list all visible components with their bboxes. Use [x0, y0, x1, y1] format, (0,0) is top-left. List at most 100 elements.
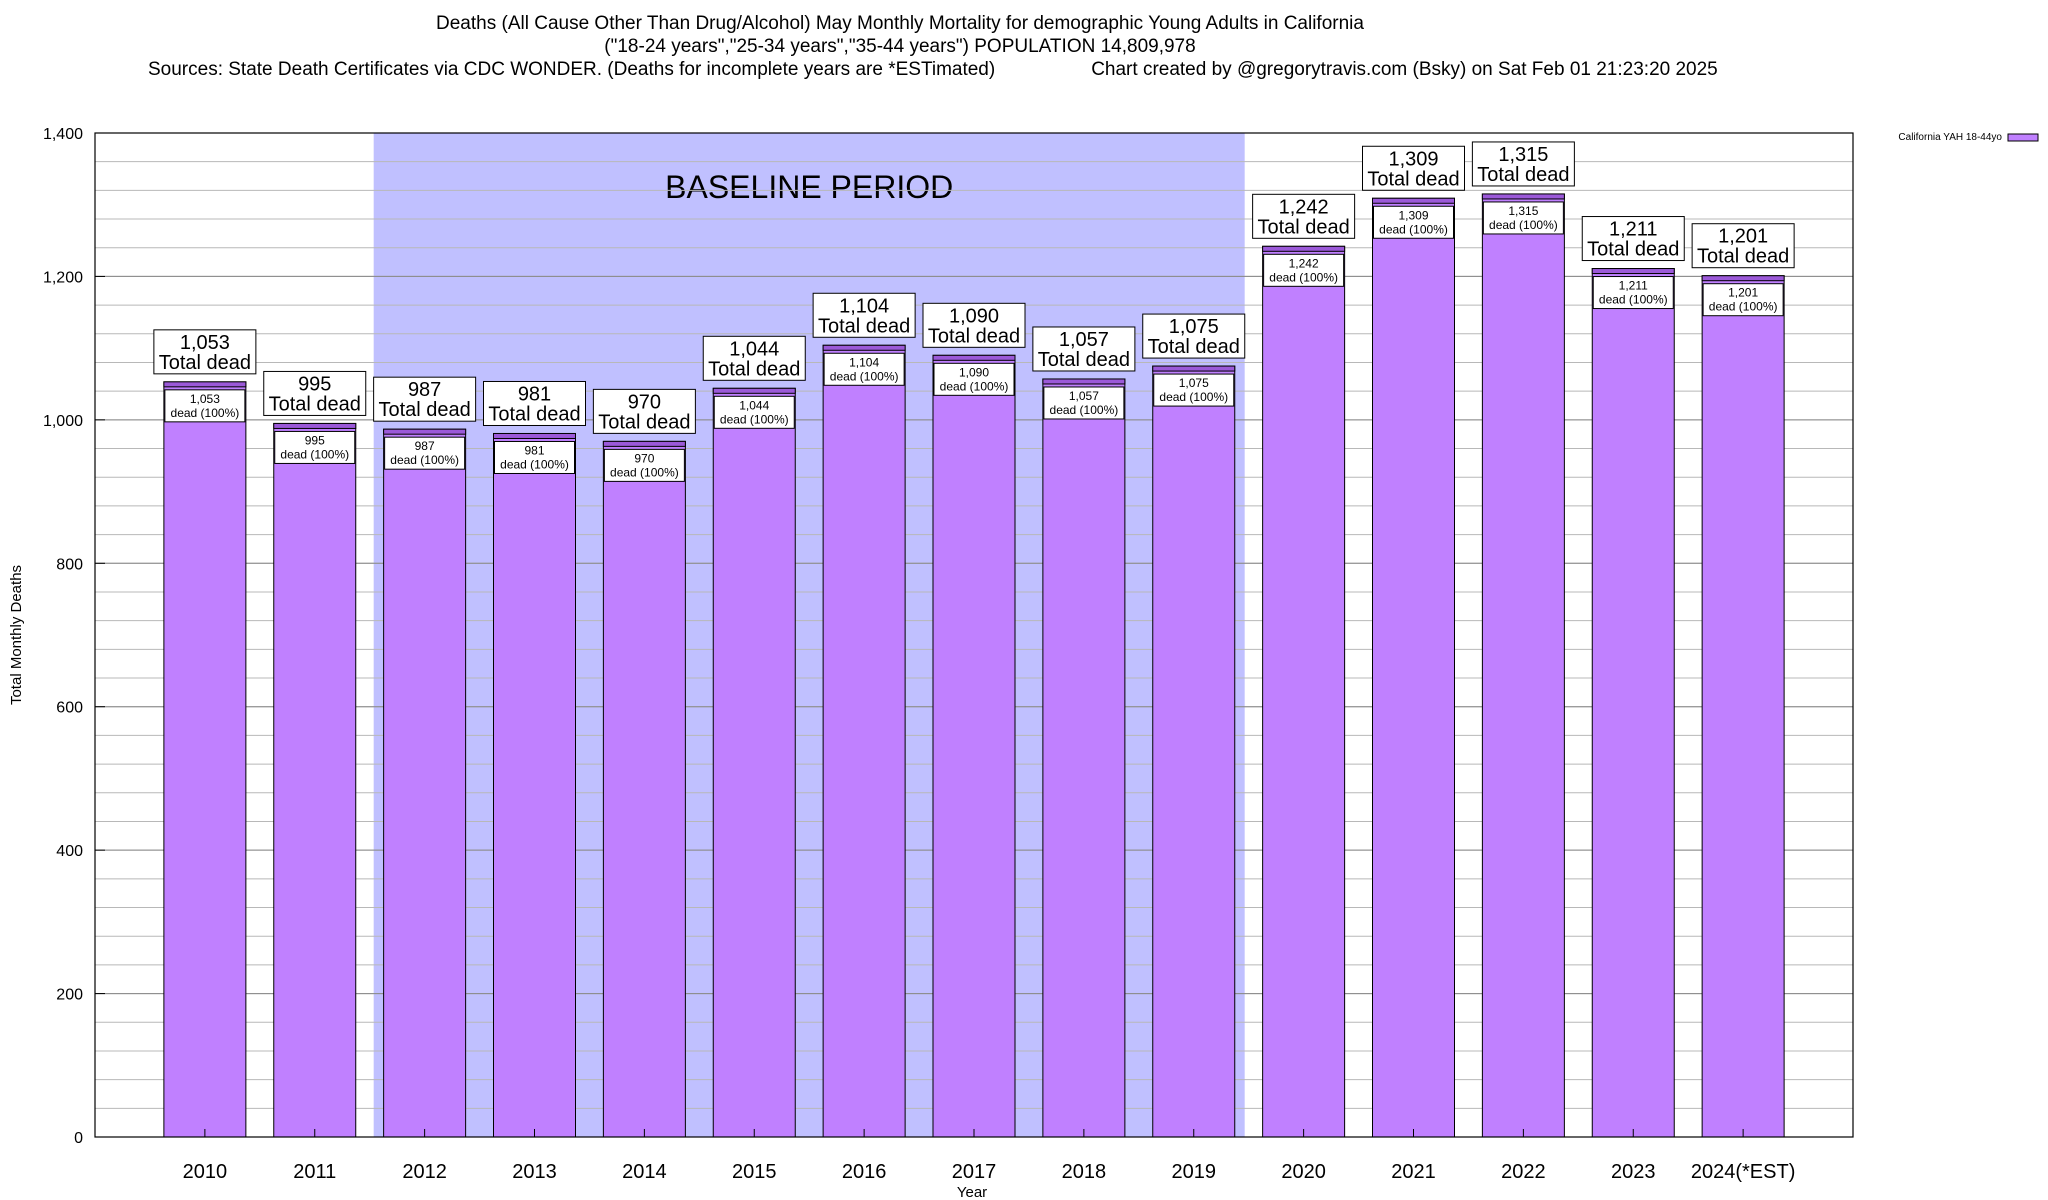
inner-percent-label: dead (100%) [1269, 270, 1338, 284]
inner-value-label: 1,242 [1289, 256, 1319, 270]
inner-percent-label: dead (100%) [610, 465, 679, 479]
inner-value-label: 1,309 [1398, 208, 1428, 222]
x-tick-label: 2016 [842, 1161, 887, 1183]
inner-label-box [384, 436, 466, 470]
inner-percent-label: dead (100%) [830, 369, 899, 383]
bar-top-segment [932, 354, 1016, 361]
total-value-label: 987 [408, 379, 441, 401]
legend-label: California YAH 18-44yo [1898, 132, 2002, 143]
bar [932, 354, 1016, 1138]
x-axis-label: Year [957, 1184, 987, 1200]
chart-sources: Sources: State Death Certificates via CD… [148, 59, 996, 80]
x-tick-label: 2017 [952, 1161, 997, 1183]
inner-value-label: 987 [415, 439, 435, 453]
chart-subtitle: ("18-24 years","25-34 years","35-44 year… [604, 36, 1196, 57]
x-tick-label: 2012 [402, 1161, 447, 1183]
bar [1042, 378, 1126, 1138]
total-label-box [1691, 223, 1795, 269]
bar [1372, 197, 1455, 1138]
inner-label-box [164, 389, 246, 423]
y-tick-label: 400 [56, 843, 83, 860]
x-tick-label: 2011 [293, 1161, 336, 1183]
total-value-label: 1,104 [839, 295, 889, 317]
x-tick-label: 2014 [622, 1161, 667, 1183]
total-suffix-label: Total dead [818, 315, 910, 337]
bar [602, 440, 686, 1138]
y-tick-label: 600 [56, 700, 83, 717]
x-tick-label: 2015 [732, 1161, 777, 1183]
x-tick-label: 2013 [512, 1161, 557, 1183]
total-value-label: 1,044 [729, 338, 779, 360]
total-label-box [1581, 216, 1685, 262]
bar [1152, 365, 1236, 1138]
total-label-box [592, 388, 696, 434]
total-suffix-label: Total dead [1587, 239, 1679, 261]
y-tick-label: 1,200 [43, 269, 83, 286]
total-suffix-label: Total dead [928, 325, 1020, 347]
bar-top-segment [712, 387, 796, 394]
y-axis-label: Total Monthly Deaths [8, 565, 25, 705]
bar-top-segment [493, 432, 576, 439]
x-tick-label: 2018 [1062, 1161, 1107, 1183]
inner-value-label: 1,075 [1179, 376, 1209, 390]
bar [1701, 275, 1785, 1138]
bar-top-segment [1481, 193, 1565, 200]
total-suffix-label: Total dead [1367, 168, 1459, 190]
inner-label-box [274, 430, 356, 464]
total-suffix-label: Total dead [1257, 216, 1349, 238]
bar-top-segment [822, 344, 906, 351]
total-label-box [373, 376, 477, 422]
bar [493, 432, 576, 1138]
bar-top-segment [1372, 197, 1455, 204]
total-suffix-label: Total dead [378, 399, 470, 421]
x-tick-label: 2010 [183, 1161, 228, 1183]
y-tick-label: 1,000 [43, 413, 83, 430]
total-suffix-label: Total dead [1477, 164, 1569, 186]
inner-label-box [823, 352, 905, 386]
total-suffix-label: Total dead [1148, 336, 1240, 358]
total-value-label: 995 [298, 373, 331, 395]
bar [1262, 245, 1346, 1138]
total-label-box [1471, 141, 1575, 187]
total-value-label: 1,315 [1498, 144, 1548, 166]
inner-percent-label: dead (100%) [1489, 218, 1558, 232]
y-tick-label: 200 [56, 987, 83, 1004]
bar-top-segment [383, 428, 467, 435]
x-tick-label: 2024(*EST) [1691, 1161, 1796, 1183]
total-value-label: 981 [518, 383, 551, 405]
chart-title: Deaths (All Cause Other Than Drug/Alcoho… [436, 13, 1364, 34]
inner-label-box [1153, 373, 1235, 407]
total-suffix-label: Total dead [1038, 349, 1130, 371]
total-suffix-label: Total dead [1697, 246, 1789, 268]
x-tick-label: 2021 [1391, 1161, 1436, 1183]
bar [1591, 268, 1675, 1138]
inner-value-label: 1,211 [1619, 279, 1648, 293]
x-tick-label: 2023 [1611, 1161, 1656, 1183]
bar-top-segment [1262, 245, 1346, 252]
total-label-box [1142, 313, 1246, 359]
x-tick-label: 2022 [1501, 1161, 1546, 1183]
inner-label-box [1263, 253, 1345, 287]
bar [273, 422, 357, 1138]
inner-label-box [1592, 276, 1674, 310]
total-suffix-label: Total dead [159, 352, 251, 374]
inner-percent-label: dead (100%) [390, 453, 459, 467]
inner-percent-label: dead (100%) [500, 457, 569, 471]
bar-top-segment [602, 440, 686, 447]
total-label-box [922, 302, 1026, 348]
inner-label-box [1043, 386, 1125, 420]
bar-top-segment [163, 381, 247, 388]
total-label-box [153, 329, 257, 375]
total-label-box [483, 380, 586, 426]
plot-border [94, 132, 1854, 1138]
y-tick-label: 800 [56, 556, 83, 573]
legend-swatch [2007, 133, 2039, 142]
inner-value-label: 1,044 [739, 398, 769, 412]
inner-percent-label: dead (100%) [1709, 300, 1778, 314]
inner-value-label: 1,315 [1508, 204, 1538, 218]
bar-top-segment [273, 422, 357, 429]
chart-sources-line: Sources: State Death Certificates via CD… [0, 58, 1800, 81]
inner-percent-label: dead (100%) [1159, 390, 1228, 404]
bar-top-segment [1152, 365, 1236, 372]
bar-top-segment [1701, 275, 1785, 282]
